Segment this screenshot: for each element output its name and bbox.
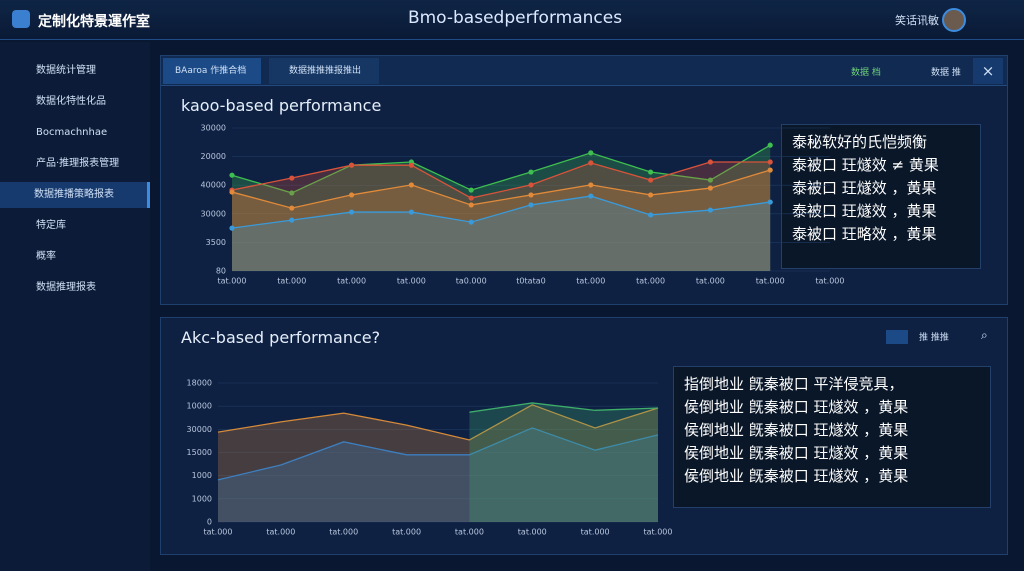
nav-item[interactable]: 数据推理报表 bbox=[36, 282, 96, 293]
legend-line: 泰被口 玨燧效 ，黄果 bbox=[792, 202, 937, 220]
search-icon[interactable]: ⌕ bbox=[981, 328, 988, 342]
legend-line: 泰被口 玨燧效 ≠ 黄果 bbox=[792, 156, 939, 174]
user-name: 笑话讯敏 bbox=[895, 14, 939, 27]
icon-button[interactable] bbox=[886, 330, 908, 344]
header: 定制化特景運作室 Bmo-basedperformances 笑话讯敏 bbox=[0, 0, 1024, 40]
page-title: Bmo-basedperformances bbox=[407, 8, 623, 28]
tab[interactable]: 数据推推推报推出 bbox=[269, 58, 379, 84]
close-button[interactable]: × bbox=[973, 58, 1003, 84]
legend-box: 指倒地业 旣秦被口 平洋侵竞具， 侯倒地业 旣秦被口 玨燧效 ，黄果 侯倒地业 旣秦… bbox=[673, 366, 991, 508]
legend-line: 泰秘软好的氏恺频衡 bbox=[792, 133, 928, 151]
nav-item[interactable]: 产品·推理报表管理 bbox=[36, 158, 120, 169]
tab[interactable]: BAaroa 作推合档 bbox=[163, 58, 261, 84]
nav-item[interactable]: 概率 bbox=[36, 251, 56, 262]
legend-box: 泰秘软好的氏恺频衡 泰被口 玨燧效 ≠ 黄果 泰被口 玨燧效 ，黄果 泰被口 玨燧效 … bbox=[781, 124, 981, 269]
panel-title: Akc-based performance? bbox=[181, 328, 381, 347]
brand: 定制化特景運作室 bbox=[38, 14, 150, 30]
nav-item[interactable]: Bocmachnhae bbox=[36, 127, 108, 138]
nav-item[interactable]: 数据统计管理 bbox=[36, 65, 96, 76]
panel: Akc-based performance? 推 推推 ⌕ 指倒地业 旣秦被口 … bbox=[160, 317, 1008, 555]
legend-line: 侯倒地业 旣秦被口 玨燧效 ，黄果 bbox=[684, 467, 909, 485]
legend-line: 侯倒地业 旣秦被口 玨燧效 ，黄果 bbox=[684, 444, 909, 462]
nav-item[interactable]: 数据推播策略报表 bbox=[0, 182, 150, 208]
legend-line: 泰被口 玨燧效 ，黄果 bbox=[792, 179, 937, 197]
action[interactable]: 数据 档 bbox=[851, 68, 881, 78]
legend-line: 泰被口 玨略效 ，黄果 bbox=[792, 225, 937, 243]
panel: BAaroa 作推合档 数据推推推报推出 数据 档 数据 推 × kaoo-ba… bbox=[160, 55, 1008, 305]
action[interactable]: 数据 推 bbox=[931, 68, 961, 78]
nav-item[interactable]: 数据化特性化品 bbox=[36, 96, 106, 107]
legend-line: 指倒地业 旣秦被口 平洋侵竞具， bbox=[684, 375, 904, 393]
legend-line: 侯倒地业 旣秦被口 玨燧效 ，黄果 bbox=[684, 421, 909, 439]
logo bbox=[12, 10, 30, 28]
action[interactable]: 推 推推 bbox=[919, 333, 949, 343]
avatar[interactable] bbox=[942, 8, 966, 32]
panel-title: kaoo-based performance bbox=[181, 96, 382, 115]
nav-item[interactable]: 特定库 bbox=[36, 220, 66, 231]
sidebar: 数据统计管理 数据化特性化品 Bocmachnhae 产品·推理报表管理数据推播策略报… bbox=[0, 42, 150, 571]
legend-line: 侯倒地业 旣秦被口 玨燧效 ，黄果 bbox=[684, 398, 909, 416]
